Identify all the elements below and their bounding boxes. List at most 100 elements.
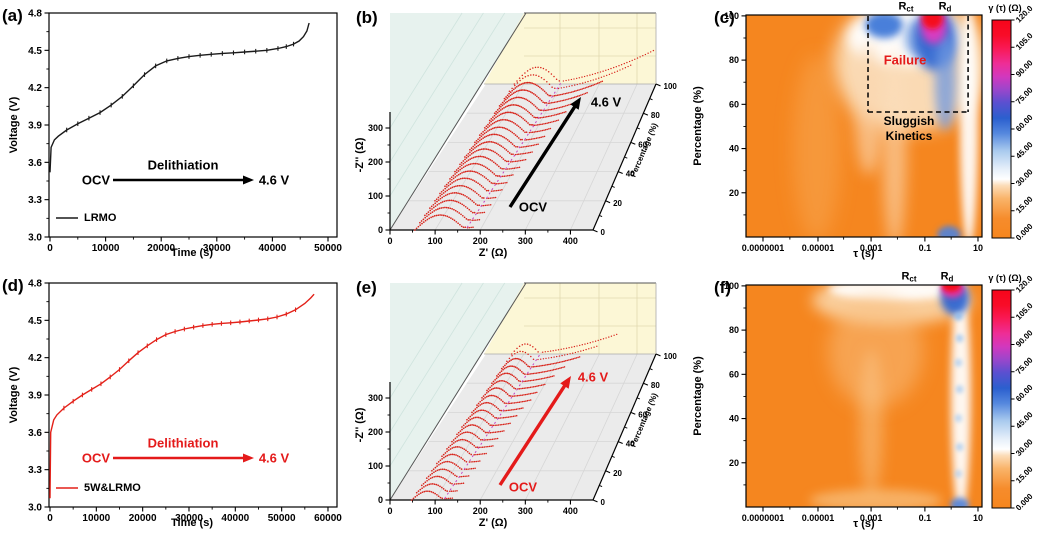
svg-text:40: 40	[729, 144, 739, 154]
rd-label: Rd	[938, 0, 952, 14]
y-axis-label: Voltage (V)	[8, 366, 20, 424]
svg-text:200: 200	[368, 157, 383, 167]
x-axis-label: τ (s)	[853, 518, 875, 530]
x-axis-label: τ (s)	[853, 248, 875, 260]
y-axis-label: Percentage (%)	[692, 86, 704, 166]
svg-text:0.000: 0.000	[1014, 492, 1035, 513]
svg-text:100: 100	[724, 11, 739, 21]
panel-d: 0 10000 20000 30000 40000 50000 60000 3.0 3.3 3.6…	[0, 270, 348, 541]
svg-text:0: 0	[378, 495, 383, 505]
svg-text:4.5: 4.5	[28, 46, 42, 57]
nyquist-curve-75	[486, 379, 546, 392]
svg-text:10: 10	[973, 243, 983, 253]
svg-text:4.5: 4.5	[28, 316, 42, 327]
nyquist-curve-60	[474, 126, 546, 144]
colorbar-title: γ (τ) (Ω)	[988, 273, 1022, 283]
target-voltage-annotation: 4.6 V	[577, 369, 609, 385]
svg-text:40000: 40000	[221, 513, 249, 524]
panel-letter-c: (c)	[714, 8, 735, 27]
svg-text:45.00: 45.00	[1014, 410, 1035, 431]
nyquist-curve-15	[429, 192, 492, 209]
svg-text:100: 100	[368, 191, 383, 201]
target-voltage-annotation: 4.6 V	[258, 450, 290, 466]
panel-b-chart: 0 100 200 300 0 100 200 300 400 0 20 40 60 80 100	[368, 12, 678, 246]
svg-text:300: 300	[368, 393, 383, 403]
svg-text:30.00: 30.00	[1014, 167, 1035, 188]
nyquist-curve-90	[500, 356, 581, 370]
sluggish-annotation-line1: Sluggish	[883, 114, 935, 128]
svg-text:15.00: 15.00	[1014, 194, 1035, 215]
z-axis-label: -Z'' (Ω)	[354, 137, 366, 173]
failure-annotation: Failure	[883, 52, 927, 68]
svg-text:0.001: 0.001	[860, 513, 883, 523]
svg-text:60: 60	[729, 369, 739, 379]
svg-text:4.2: 4.2	[28, 353, 42, 364]
svg-text:20000: 20000	[147, 243, 175, 254]
nyquist-curve-45	[459, 148, 527, 166]
nyquist-curve-60	[471, 401, 524, 414]
svg-text:90.00: 90.00	[1014, 58, 1035, 79]
panel-f: 0.0000001 0.00001 0.001 0.1 10 20 40 60 80 100 0.0…	[678, 270, 1043, 541]
panel-letter-d: (d)	[2, 276, 24, 295]
svg-text:20000: 20000	[129, 513, 157, 524]
nyquist-curve-20	[431, 460, 476, 472]
svg-text:400: 400	[563, 236, 578, 246]
panel-e: 0 100 200 300 0 100 200 300 400 0 20 40 60 80 100 (e) …	[348, 270, 678, 541]
x-axis-label: Z' (Ω)	[478, 517, 508, 529]
svg-text:300: 300	[368, 123, 383, 133]
colorbar-title: γ (τ) (Ω)	[988, 3, 1022, 13]
nyquist-curve-100	[513, 49, 655, 85]
svg-text:0.1: 0.1	[919, 513, 932, 523]
svg-text:40: 40	[729, 414, 739, 424]
svg-text:20: 20	[729, 458, 739, 468]
target-voltage-annotation: 4.6 V	[258, 172, 290, 188]
z-axis-label: -Z'' (Ω)	[354, 407, 366, 443]
svg-text:200: 200	[473, 236, 488, 246]
svg-text:100: 100	[664, 82, 678, 91]
nyquist-curve-100	[510, 333, 618, 355]
nyquist-curve-50	[464, 140, 533, 158]
nyquist-curve-70	[481, 387, 538, 399]
svg-text:300: 300	[518, 506, 533, 516]
trajectory-line	[444, 352, 542, 499]
svg-text:45.00: 45.00	[1014, 140, 1035, 161]
svg-text:90.00: 90.00	[1014, 328, 1035, 349]
delithiation-annotation: Delithiation	[147, 435, 219, 451]
svg-text:3.9: 3.9	[28, 391, 42, 402]
nyquist-curve-30	[444, 170, 508, 188]
svg-text:100: 100	[428, 236, 443, 246]
svg-text:400: 400	[563, 506, 578, 516]
svg-text:4.8: 4.8	[28, 9, 42, 20]
nyquist-curve-30	[441, 446, 487, 458]
svg-text:100: 100	[368, 461, 383, 471]
svg-text:3.3: 3.3	[28, 195, 42, 206]
svg-text:0: 0	[387, 506, 392, 516]
svg-text:0.001: 0.001	[860, 243, 883, 253]
svg-text:60.00: 60.00	[1014, 113, 1035, 134]
svg-text:100: 100	[664, 352, 678, 361]
nyquist-curve-25	[436, 453, 481, 465]
svg-text:10000: 10000	[92, 243, 120, 254]
svg-text:4.8: 4.8	[28, 279, 42, 290]
ocv-annotation: OCV	[81, 172, 111, 188]
nyquist-curve-10	[420, 475, 465, 487]
svg-text:3.9: 3.9	[28, 121, 42, 132]
colorbar	[991, 19, 1012, 239]
nyquist-curve-55	[466, 409, 518, 421]
svg-text:105.0: 105.0	[1014, 31, 1035, 52]
delithiation-annotation: Delithiation	[147, 157, 219, 173]
svg-text:20: 20	[613, 199, 622, 208]
heatmap-surface: 0.0000001 0.00001 0.001 0.1 10 20 40 60 80 100 0.0…	[724, 274, 1035, 523]
back-wall	[484, 13, 656, 84]
svg-text:60: 60	[638, 410, 647, 419]
svg-text:3.3: 3.3	[28, 465, 42, 476]
nyquist-curve-25	[439, 177, 503, 195]
colorbar	[991, 289, 1012, 509]
floor	[390, 354, 656, 500]
svg-text:0.0000001: 0.0000001	[742, 243, 785, 253]
panel-letter-b: (b)	[356, 8, 378, 27]
svg-text:0.00001: 0.00001	[802, 243, 835, 253]
legend-label: LRMO	[84, 212, 117, 224]
nyquist-curve-50	[461, 416, 511, 428]
nyquist-curve-5	[419, 206, 481, 224]
